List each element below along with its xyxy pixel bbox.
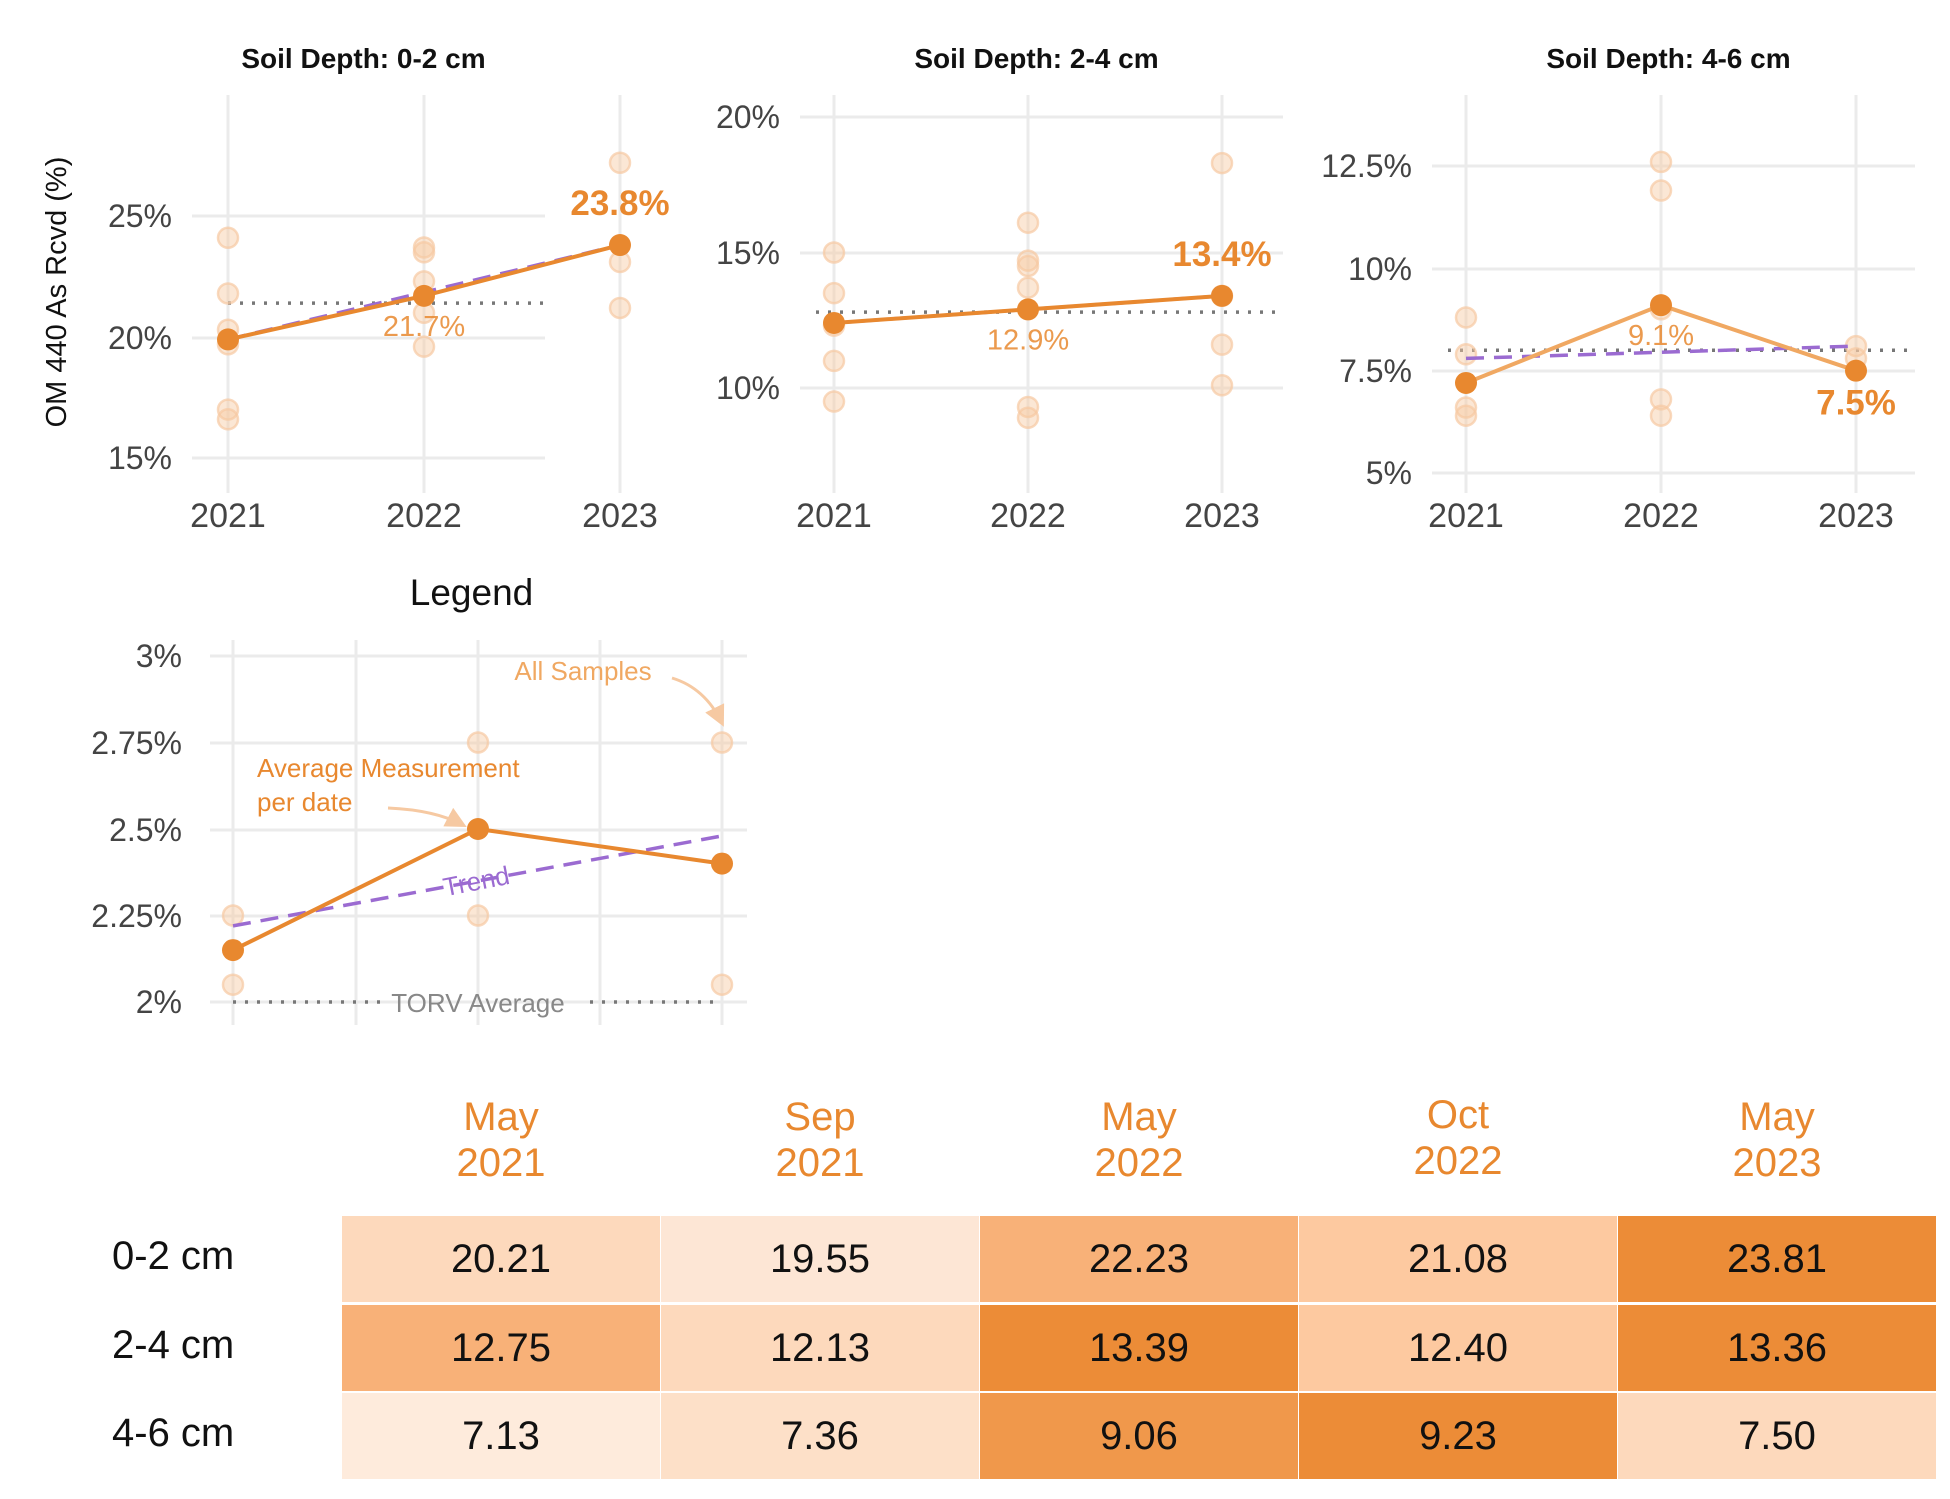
value-label: 12.9%	[987, 324, 1069, 356]
annotation-all-samples: All Samples	[514, 656, 651, 686]
x-tick-label: 2022	[1623, 497, 1699, 535]
x-tick-label: 2022	[990, 497, 1066, 535]
y-tick-label: 2%	[136, 984, 182, 1020]
average-point	[467, 818, 489, 840]
sample-point	[822, 390, 846, 413]
sample-point	[822, 281, 846, 305]
average-point	[1211, 284, 1233, 307]
x-tick-label: 2023	[582, 497, 658, 535]
annotation-per-date: per date	[257, 787, 352, 817]
sample-point	[216, 226, 240, 250]
y-tick-label: 10%	[716, 370, 780, 406]
average-point	[413, 284, 435, 307]
annotation-arrow	[671, 676, 725, 727]
y-tick-label: 25%	[108, 198, 172, 234]
sample-point	[710, 731, 734, 754]
sample-point	[1016, 211, 1040, 234]
sample-point	[221, 904, 245, 927]
sample-point	[1454, 396, 1478, 419]
sample-point	[1210, 151, 1234, 175]
average-point	[217, 328, 239, 351]
x-tick-label: 2022	[386, 497, 462, 535]
x-tick-label: 2021	[796, 497, 872, 535]
chart-title: Soil Depth: 2-4 cm	[914, 43, 1158, 74]
y-tick-label: 5%	[1366, 455, 1412, 491]
y-tick-label: 20%	[108, 320, 172, 356]
average-point	[1455, 371, 1477, 394]
y-tick-label: 15%	[716, 235, 780, 271]
chart-soil-depth-4-6: Soil Depth: 4-6 cm 5% 7.5% 10% 12.5% 2021 2022…	[1321, 43, 1915, 535]
sample-point	[822, 349, 846, 373]
annotation-trend: Trend	[441, 860, 512, 902]
sample-point	[1454, 306, 1478, 329]
chart-title: Soil Depth: 0-2 cm	[241, 43, 485, 74]
average-point	[1017, 298, 1039, 321]
y-tick-label: 12.5%	[1321, 148, 1412, 184]
sample-point	[216, 408, 240, 431]
chart-legend: Legend 2% 2.25% 2.5% 2.75% 3% All Samples Avera…	[91, 572, 747, 1025]
y-tick-label: 2.5%	[109, 812, 182, 848]
annotation-arrow	[387, 806, 467, 827]
value-label: 23.8%	[570, 184, 669, 223]
sample-point	[1454, 404, 1478, 427]
sample-point	[608, 296, 632, 320]
y-axis-label: OM 440 As Rcvd (%)	[41, 157, 73, 428]
value-label: 7.5%	[1816, 384, 1896, 423]
sample-point	[1649, 150, 1673, 174]
sample-point	[1210, 374, 1234, 397]
sample-point	[1649, 179, 1673, 202]
sample-point	[1649, 388, 1673, 411]
sample-point	[221, 973, 245, 996]
y-tick-label: 15%	[108, 440, 172, 476]
y-tick-label: 10%	[1348, 251, 1412, 287]
sample-point	[412, 241, 436, 264]
sample-point	[1016, 406, 1040, 430]
annotation-torv-average: TORV Average	[391, 988, 564, 1018]
value-label: 13.4%	[1172, 235, 1271, 274]
x-tick-label: 2023	[1818, 497, 1894, 535]
sample-point	[1016, 254, 1040, 278]
y-tick-label: 20%	[716, 99, 780, 135]
chart-soil-depth-2-4: Soil Depth: 2-4 cm 10% 15% 20% 2021 2022 2023 1…	[716, 43, 1283, 535]
average-point	[1650, 294, 1672, 317]
value-label: 9.1%	[1628, 320, 1694, 352]
value-label: 21.7%	[383, 311, 465, 343]
sample-point	[1016, 276, 1040, 299]
sample-point	[1454, 343, 1478, 366]
sample-point	[1016, 249, 1040, 272]
chart-soil-depth-0-2: Soil Depth: 0-2 cm 15% 20% 25% 2021 2022 2023 2…	[108, 43, 670, 535]
x-tick-label: 2023	[1184, 497, 1260, 535]
average-point	[711, 852, 733, 875]
chart-title: Legend	[410, 572, 533, 613]
sample-point	[1210, 333, 1234, 356]
sample-point	[216, 282, 240, 305]
x-tick-label: 2021	[190, 497, 266, 535]
y-tick-label: 2.75%	[91, 725, 182, 761]
y-tick-label: 3%	[136, 638, 182, 674]
average-point	[609, 234, 631, 257]
annotation-average-measurement: Average Measurement	[257, 753, 520, 783]
sample-point	[466, 731, 490, 754]
y-tick-label: 2.25%	[91, 898, 182, 934]
y-tick-label: 7.5%	[1339, 353, 1412, 389]
sample-point	[412, 335, 436, 358]
average-point	[1845, 359, 1867, 382]
average-point	[823, 311, 845, 334]
average-point	[222, 939, 244, 962]
sample-point	[1649, 404, 1673, 427]
sample-point	[466, 904, 490, 927]
x-tick-label: 2021	[1428, 497, 1504, 535]
sample-point	[710, 973, 734, 996]
sample-point	[822, 241, 846, 264]
sample-point	[608, 151, 632, 175]
chart-title: Soil Depth: 4-6 cm	[1546, 43, 1790, 74]
